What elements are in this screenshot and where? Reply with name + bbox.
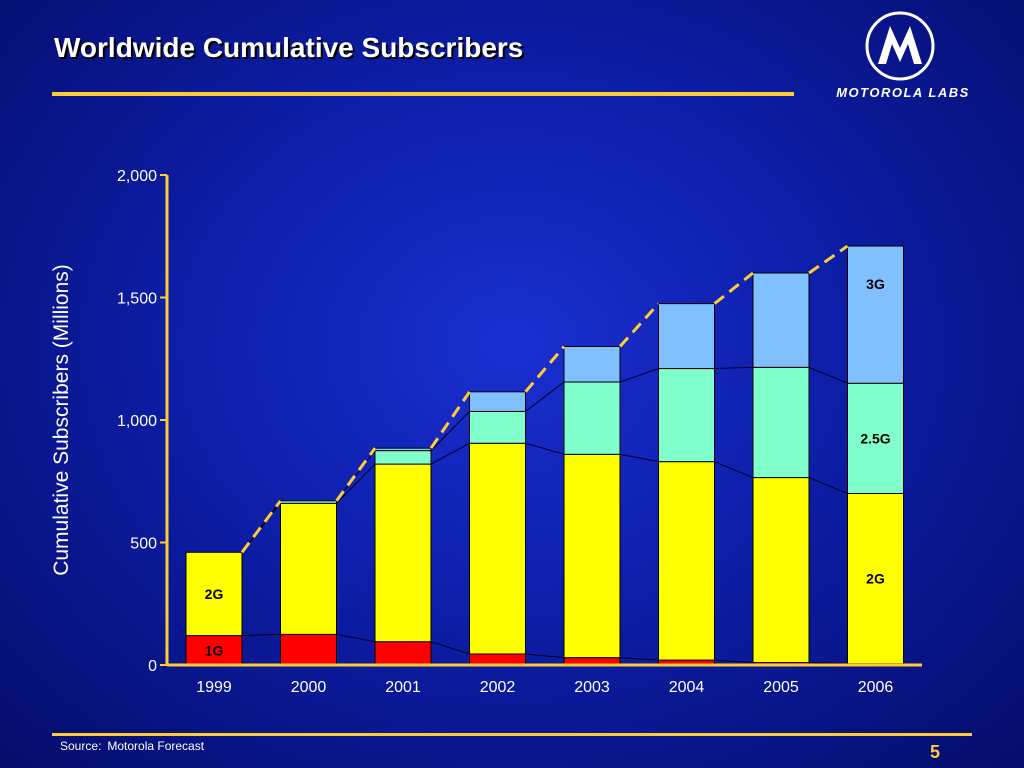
bar-3G-2005 (752, 272, 810, 368)
bar-2_5G-2002 (469, 410, 526, 444)
segment-connector-line (619, 368, 659, 383)
x-tick-label-2000: 2000 (291, 679, 327, 696)
segment-connector-line (336, 463, 376, 504)
bar-2_5G-2001 (374, 450, 432, 465)
bar-1G-2001 (374, 641, 432, 666)
segment-connector-line (714, 659, 754, 664)
y-tick-label: 500 (130, 536, 157, 553)
page-title: Worldwide Cumulative Subscribers (54, 32, 524, 63)
page-number: 5 (930, 742, 941, 762)
segment-connector-line (430, 442, 470, 465)
source-label: Source: (60, 739, 102, 753)
segment-connector-line (430, 641, 470, 655)
segment-connector-line (619, 657, 659, 661)
bar-3G-2006 (847, 245, 904, 384)
bar-2_5G-2003 (563, 381, 621, 455)
total-trend-dashed-line (240, 499, 282, 554)
bar-label-2G-1999: 2G (205, 586, 224, 602)
y-tick-label: 1,000 (117, 413, 157, 430)
total-trend-dashed-line (618, 302, 660, 348)
x-tick-label-2001: 2001 (385, 679, 421, 696)
source-note: Source: Motorola Forecast (60, 739, 210, 753)
segment-connector-line (808, 477, 848, 494)
title-underline (52, 92, 794, 96)
x-tick-label-2002: 2002 (480, 679, 516, 696)
segment-connector-line (525, 653, 565, 659)
bar-1G-2000 (280, 633, 337, 666)
segment-connector-line (714, 366, 754, 370)
total-trend-dashed-line (713, 271, 754, 305)
y-tick-label: 0 (148, 658, 157, 675)
segment-connector-line (525, 381, 565, 412)
x-tick-label-1999: 1999 (196, 679, 232, 696)
bar-label-2_5G-2006: 2.5G (860, 430, 890, 446)
bar-3G-2001 (374, 447, 432, 452)
bar-3G-2003 (563, 346, 621, 383)
bar-1G-2002 (469, 653, 526, 666)
segment-connector-line (336, 633, 376, 643)
bar-2G-1999 (185, 551, 243, 637)
y-tick-label: 1,500 (117, 291, 157, 308)
bar-3G-2002 (469, 391, 526, 412)
segment-connector-line (714, 461, 754, 479)
x-tick-label-2006: 2006 (858, 679, 894, 696)
bar-2_5G-2004 (658, 368, 715, 463)
segment-connector-line (619, 453, 659, 463)
bar-3G-2004 (658, 303, 715, 370)
bar-label-2G-2006: 2G (866, 571, 885, 587)
footer-rule (52, 733, 972, 736)
bar-2G-2001 (374, 463, 432, 643)
y-tick-label: 2,000 (117, 168, 157, 185)
bar-2_5G-2000 (280, 500, 337, 504)
segment-connector-line (241, 633, 281, 637)
motorola-logo-icon (865, 11, 935, 81)
source-value: Motorola Forecast (107, 739, 205, 753)
bar-label-3G-2006: 3G (866, 276, 885, 292)
bar-label-1G-1999: 1G (205, 642, 224, 658)
total-trend-dashed-line (335, 447, 377, 502)
segment-connector-line (525, 442, 565, 455)
bar-2G-2003 (563, 453, 621, 659)
bar-2G-2000 (280, 502, 337, 635)
segment-connector-line (430, 411, 470, 451)
total-trend-dashed-line (429, 390, 471, 450)
x-tick-label-2005: 2005 (763, 679, 799, 696)
x-tick-label-2004: 2004 (669, 679, 705, 696)
segment-connector-line (808, 366, 848, 384)
bar-2G-2002 (469, 442, 526, 655)
bar-2G-2005 (752, 477, 810, 664)
logo-text: MOTOROLA LABS (836, 85, 970, 100)
bar-2_5G-2005 (752, 366, 810, 479)
total-trend-dashed-line (808, 244, 849, 275)
x-tick-label-2003: 2003 (574, 679, 610, 696)
bar-2G-2004 (658, 461, 715, 661)
total-trend-dashed-line (524, 345, 566, 393)
